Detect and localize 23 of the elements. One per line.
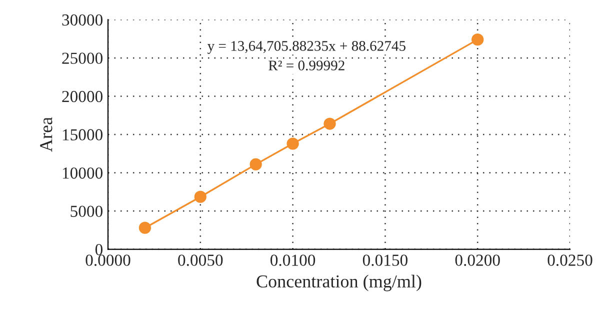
point [194, 190, 206, 203]
annotation: y = 13,64,705.88235x + 88.62745 [207, 41, 406, 54]
point [324, 118, 336, 130]
point [250, 158, 262, 170]
y-tick-label: 20000 [62, 90, 103, 102]
y-tick-label: 10000 [62, 167, 103, 179]
annotation: R² = 0.99992 [268, 60, 344, 70]
x-tick-label: 0.0100 [270, 254, 316, 266]
x-tick-label: 0.0050 [178, 254, 223, 266]
x-tick-label: 0.0150 [362, 254, 408, 266]
x-tick-label: 0.0200 [455, 254, 500, 266]
y-tick-label: 30000 [62, 14, 103, 26]
y-tick-label: 5000 [70, 206, 103, 217]
point [286, 138, 299, 150]
x-axis-title: Concentration (mg/ml) [256, 274, 422, 292]
y-tick-label: 25000 [62, 52, 103, 64]
point [138, 222, 152, 234]
x-tick-label: 0.0250 [548, 254, 592, 266]
y-tick-label: 15000 [62, 129, 103, 140]
y-tick-label: 0 [95, 244, 103, 256]
x-tick-label: 0.0000 [86, 254, 130, 266]
point [472, 34, 484, 46]
y-axis-title: Area [40, 117, 52, 152]
